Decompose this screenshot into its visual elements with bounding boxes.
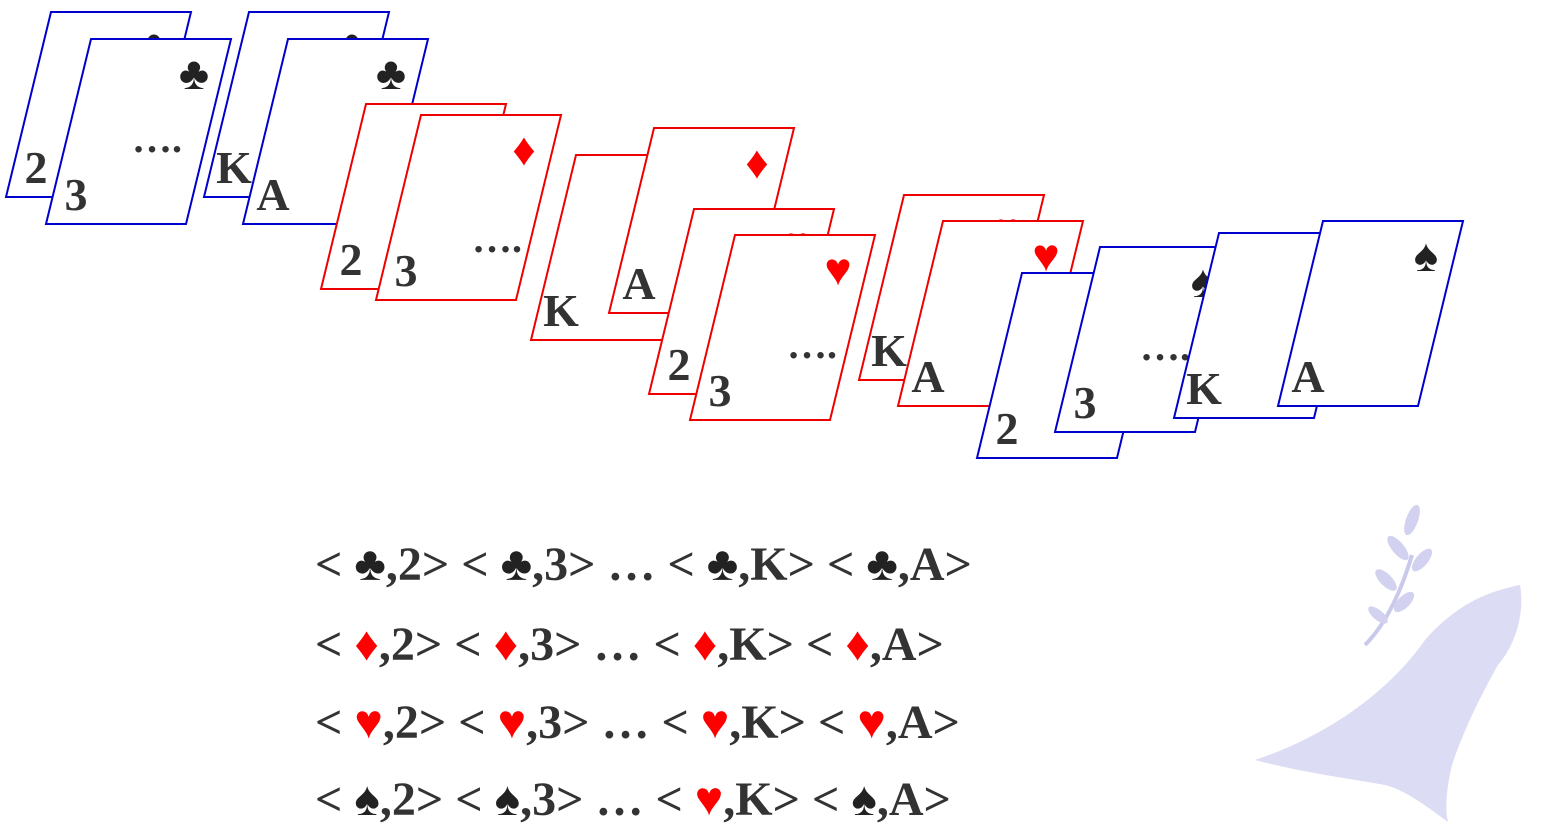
ellipsis: … [593,618,641,671]
diamond-icon: ♦ [693,618,718,671]
diamond-icon: ♦ [354,618,379,671]
diamond-icon: ♦ [845,618,870,671]
card-outline [44,38,233,225]
club-icon: ♣ [866,538,898,591]
club-icon: ♣ [179,48,209,99]
ellipsis: … [595,773,643,826]
tuple-rank: 2 [392,773,416,826]
heart-icon: ♥ [857,696,886,749]
card-rank-label: A [256,169,289,220]
ellipsis: …. [1140,324,1190,369]
tuple-row-diamond: < ♦,2> < ♦,3> … < ♦,K> < ♦,A> [315,618,944,671]
ellipsis: … [607,538,655,591]
tuple-rank: K [735,773,772,826]
diamond-icon: ♦ [512,124,535,175]
tuple-rank: 3 [532,773,556,826]
card-rank-label: 2 [25,142,48,193]
playing-card: ♠A [1276,220,1465,407]
card-fan: ♣2♣3….♣K♣A♦2♦3….♦K♦A♥2♥3….♥K♥A♠2♠3….♠K♠A [4,11,1465,459]
spade-icon: ♠ [851,773,877,826]
club-icon: ♣ [376,48,406,99]
card-outline [374,114,563,301]
dove-with-olive-branch-icon [1255,504,1522,822]
tuple-rank: A [889,773,924,826]
spade-icon: ♠ [1414,230,1438,281]
heart-icon: ♥ [354,696,383,749]
ellipsis: …. [472,216,522,261]
card-rank-label: 3 [709,365,732,416]
card-rank-label: 3 [395,245,418,296]
ellipsis: … [601,696,649,749]
card-group-spade: ♠2♠3….♠K♠A [975,220,1465,459]
tuple-rank: K [729,618,766,671]
tuple-rank: K [750,538,787,591]
tuple-rank: 2 [395,696,419,749]
tuple-rank: A [910,538,945,591]
playing-card: ♦3 [374,114,563,301]
club-icon: ♣ [354,538,386,591]
card-outline [688,234,877,421]
tuple-rank: 2 [398,538,422,591]
club-icon: ♣ [707,538,739,591]
tuple-rank: 2 [391,618,415,671]
diamond-icon: ♦ [745,137,768,188]
card-rank-label: A [622,258,655,309]
card-rank-label: K [216,142,252,193]
tuple-rank: K [741,696,778,749]
heart-icon: ♥ [824,244,851,295]
card-rank-label: K [543,285,579,336]
card-rank-label: K [871,325,907,376]
tuple-row-club: < ♣,2> < ♣,3> … < ♣,K> < ♣,A> [315,538,972,591]
card-rank-label: A [911,351,944,402]
tuple-rank: A [898,696,933,749]
card-group-club: ♣2♣3….♣K♣A [4,11,430,225]
club-icon: ♣ [501,538,533,591]
spade-icon: ♠ [354,773,380,826]
tuple-rank: 3 [538,696,562,749]
card-rank-label: 2 [668,339,691,390]
heart-icon: ♥ [695,773,724,826]
card-rank-label: 3 [65,169,88,220]
diamond-icon: ♦ [494,618,519,671]
card-rank-label: 2 [340,234,363,285]
tuple-rank: A [882,618,917,671]
card-rank-label: 3 [1074,377,1097,428]
heart-icon: ♥ [701,696,730,749]
playing-card: ♣3 [44,38,233,225]
tuple-rank: 3 [544,538,568,591]
tuple-row-spade: < ♠,2> < ♠,3> … < ♥,K> < ♠,A> [315,773,951,826]
spade-icon: ♠ [495,773,521,826]
heart-icon: ♥ [498,696,527,749]
card-rank-label: A [1291,351,1324,402]
ellipsis: …. [132,116,182,161]
card-rank-label: K [1186,363,1222,414]
card-rank-label: 2 [996,403,1019,454]
card-tuple-list: < ♣,2> < ♣,3> … < ♣,K> < ♣,A> < ♦,2> < ♦,… [315,538,972,826]
card-outline [1276,220,1465,407]
ellipsis: …. [787,322,837,367]
playing-card: ♥3 [688,234,877,421]
tuple-row-heart: < ♥,2> < ♥,3> … < ♥,K> < ♥,A> [315,696,960,749]
tuple-rank: 3 [530,618,554,671]
